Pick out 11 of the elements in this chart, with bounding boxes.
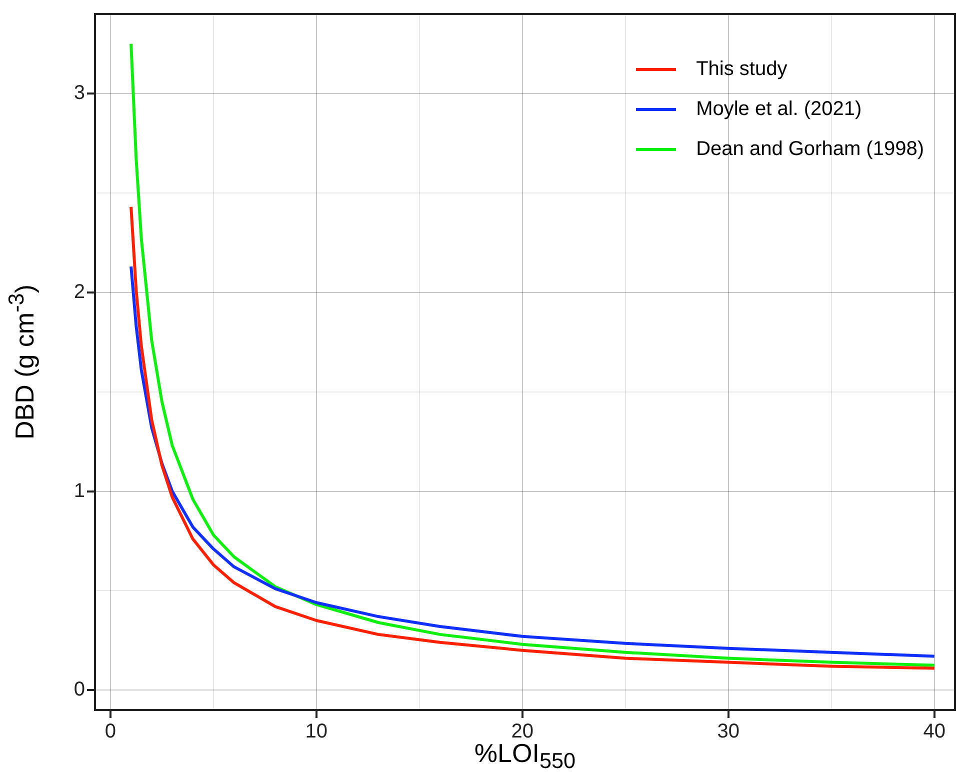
x-tick-label: 40: [923, 720, 946, 743]
y-tick-label: 1: [74, 480, 85, 502]
x-tick-label: 30: [717, 720, 740, 743]
legend-label: Moyle et al. (2021): [696, 98, 862, 121]
y-tick-label: 2: [74, 280, 85, 303]
x-tick-label: 0: [104, 720, 116, 743]
legend-label: This study: [696, 58, 788, 81]
legend-label: Dean and Gorham (1998): [696, 138, 924, 161]
y-tick-label: 0: [74, 678, 85, 701]
y-tick-label: 3: [74, 82, 85, 104]
x-tick-label: 10: [305, 720, 328, 743]
